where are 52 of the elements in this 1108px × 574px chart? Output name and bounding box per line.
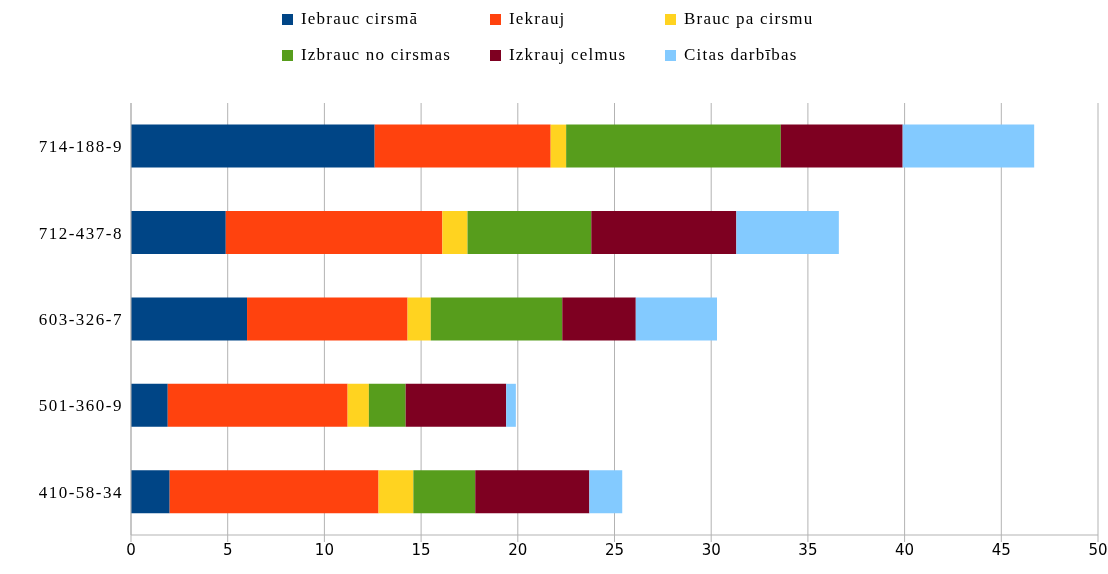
bar [550,124,567,168]
bar [736,211,839,254]
bar [405,383,507,427]
y-tick-label: 410-58-34 [38,482,123,502]
bar [442,211,468,254]
x-tick-label: 35 [798,540,818,559]
bar [506,383,516,427]
x-tick-label: 50 [1088,540,1108,559]
legend-label: Iekrauj [509,8,566,30]
bar [131,124,375,168]
bar [131,211,226,254]
legend-label: Citas darbības [684,44,798,66]
bar [131,383,168,427]
bar [378,470,414,514]
x-tick-label: 20 [508,540,528,559]
bar [374,124,551,168]
bar [902,124,1035,168]
bar [430,297,563,341]
bar [131,297,248,341]
bar [407,297,431,341]
bar [780,124,903,168]
bar [413,470,476,514]
bar [368,383,406,427]
y-tick-label: 714-188-9 [38,137,123,157]
y-tick-label: 603-326-7 [38,310,123,330]
bar [167,383,348,427]
x-tick-label: 25 [604,540,625,559]
bar [247,297,408,341]
y-tick-label: 501-360-9 [38,396,123,416]
bar [467,211,592,254]
x-tick-label: 15 [411,540,431,559]
bar [225,211,443,254]
x-tick-label: 5 [222,540,233,559]
bar [169,470,379,514]
legend-label: Izkrauj celmus [509,44,627,66]
bar [635,297,717,341]
legend-label: Brauc pa cirsmu [684,8,814,30]
x-tick-label: 10 [314,540,334,559]
bar [562,297,636,341]
y-tick-label: 712-437-8 [38,223,123,243]
x-tick-label: 40 [895,540,915,559]
legend-label: Izbrauc no cirsmas [301,44,451,66]
x-tick-label: 0 [126,540,136,559]
bar [591,211,737,254]
bar [131,470,170,514]
bar [347,383,369,427]
bar [475,470,590,514]
bar [589,470,623,514]
legend-label: Iebrauc cirsmā [301,8,419,30]
bar [566,124,781,168]
x-tick-label: 45 [991,540,1011,559]
x-tick-label: 30 [701,540,721,559]
